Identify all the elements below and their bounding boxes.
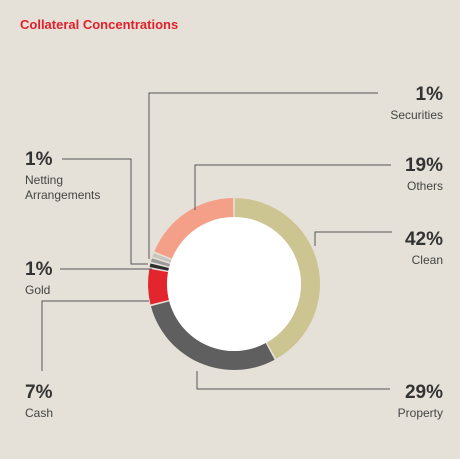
leader-line-cash (41, 300, 149, 371)
category-label-clean: Clean (412, 253, 443, 267)
value-label-cash: 7% (25, 382, 53, 403)
category-label-netting-arrangements: Netting (25, 173, 63, 187)
page-title: Collateral Concentrations (20, 17, 179, 32)
category-label-property: Property (398, 406, 443, 420)
leader-line-others (194, 164, 391, 210)
category-label-others: Others (407, 179, 443, 193)
value-label-securities: 1% (416, 84, 444, 105)
slice-clean (234, 198, 320, 359)
value-label-netting-arrangements: 1% (25, 149, 53, 170)
category-label-gold: Gold (25, 283, 50, 297)
value-label-property: 29% (405, 382, 443, 403)
value-label-clean: 42% (405, 229, 443, 250)
slice-others (154, 198, 234, 259)
category-label-securities: Securities (390, 108, 443, 122)
leader-line-securities (148, 92, 378, 259)
leader-line-clean (314, 231, 392, 246)
slice-netting-arrangements (150, 258, 171, 267)
value-label-others: 19% (405, 155, 443, 176)
donut-hole (167, 217, 301, 351)
category-label-netting-arrangements: Arrangements (25, 188, 100, 202)
slice-securities (152, 253, 172, 263)
slice-gold (149, 263, 169, 271)
leader-line-netting-arrangements (62, 158, 148, 265)
slice-cash (147, 268, 169, 305)
value-label-gold: 1% (25, 259, 53, 280)
category-label-cash: Cash (25, 406, 53, 420)
leader-line-property (196, 371, 390, 390)
slice-property (150, 301, 275, 370)
